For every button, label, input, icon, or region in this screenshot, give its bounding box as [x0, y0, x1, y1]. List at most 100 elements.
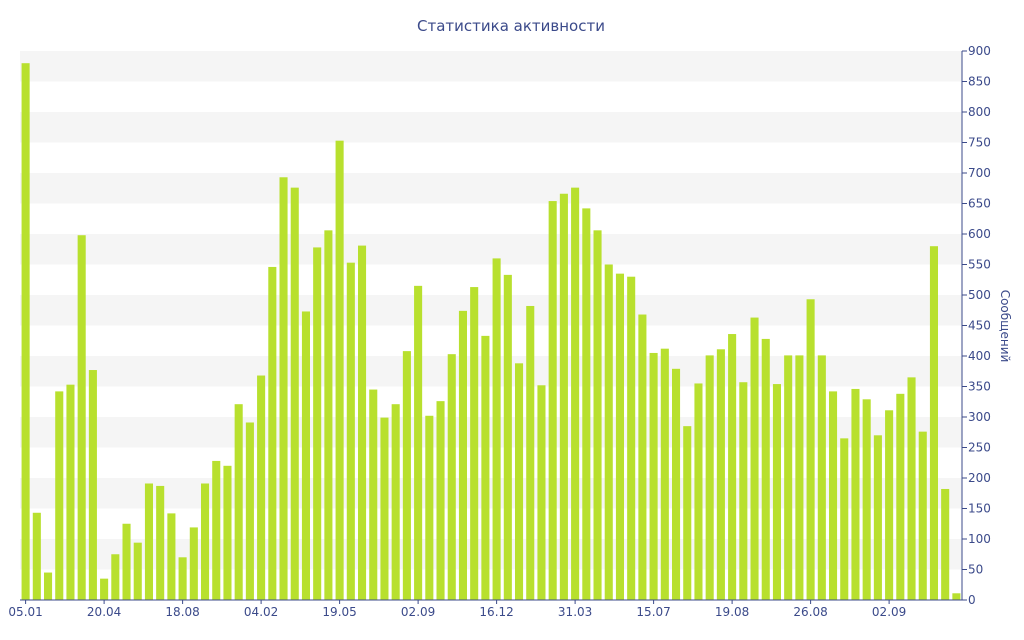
bar[interactable] — [290, 187, 299, 600]
bar[interactable] — [414, 285, 423, 600]
bar[interactable] — [896, 393, 905, 600]
bar[interactable] — [918, 431, 927, 600]
grid-band — [20, 417, 962, 448]
y-tick-label: 450 — [968, 319, 991, 333]
bar[interactable] — [952, 593, 961, 600]
bar[interactable] — [425, 415, 434, 600]
bar[interactable] — [559, 193, 568, 601]
bar[interactable] — [694, 383, 703, 600]
bar[interactable] — [55, 391, 64, 600]
grid-band — [20, 173, 962, 204]
bar[interactable] — [200, 483, 210, 600]
bar[interactable] — [21, 63, 30, 600]
bar[interactable] — [593, 230, 602, 600]
bar[interactable] — [346, 262, 355, 600]
bar[interactable] — [795, 355, 804, 600]
bar[interactable] — [234, 404, 243, 600]
y-tick-label: 850 — [968, 75, 991, 89]
bar[interactable] — [705, 355, 714, 600]
bar[interactable] — [537, 385, 546, 600]
grid-band — [20, 295, 962, 326]
bar[interactable] — [279, 177, 288, 600]
bar[interactable] — [817, 355, 826, 600]
bar[interactable] — [873, 435, 882, 600]
bar[interactable] — [380, 417, 389, 600]
bar[interactable] — [716, 349, 725, 600]
bar[interactable] — [357, 245, 367, 600]
bar[interactable] — [402, 351, 411, 600]
bar[interactable] — [526, 305, 535, 600]
chart-title: Статистика активности — [417, 17, 605, 35]
bar[interactable] — [43, 572, 53, 600]
bar[interactable] — [862, 399, 871, 600]
bar[interactable] — [77, 235, 86, 600]
bar[interactable] — [391, 404, 400, 600]
bar[interactable] — [772, 384, 782, 600]
bar[interactable] — [571, 187, 580, 600]
bar[interactable] — [649, 352, 658, 600]
bar[interactable] — [907, 377, 916, 600]
bar[interactable] — [806, 299, 815, 600]
bar[interactable] — [100, 578, 109, 600]
y-tick-label: 200 — [968, 471, 991, 485]
x-tick-label: 26.08 — [793, 605, 827, 619]
bar[interactable] — [268, 266, 277, 600]
y-tick-label: 250 — [968, 441, 991, 455]
y-tick-label: 50 — [968, 563, 983, 577]
y-tick-label: 900 — [968, 44, 991, 58]
bar[interactable] — [133, 542, 142, 600]
bar[interactable] — [941, 488, 950, 600]
bar[interactable] — [750, 317, 759, 600]
bar[interactable] — [761, 338, 770, 600]
bar[interactable] — [492, 258, 501, 600]
bar[interactable] — [503, 274, 512, 600]
bar[interactable] — [548, 201, 557, 600]
bar[interactable] — [111, 554, 120, 600]
bar[interactable] — [144, 483, 154, 600]
bar[interactable] — [615, 273, 625, 600]
grid-band — [20, 356, 962, 387]
bar[interactable] — [470, 287, 479, 600]
bar[interactable] — [301, 311, 311, 600]
bar[interactable] — [369, 389, 378, 600]
bar[interactable] — [436, 401, 445, 600]
bar[interactable] — [458, 310, 468, 600]
bar[interactable] — [313, 247, 322, 601]
bar[interactable] — [156, 485, 165, 600]
bar[interactable] — [514, 363, 524, 600]
bar[interactable] — [223, 465, 232, 600]
x-axis: 05.01 20.04 18.08 04.02 19.05 02.09 16.12 31.03… — [8, 599, 962, 619]
bar[interactable] — [66, 384, 75, 600]
bar[interactable] — [728, 334, 737, 600]
bar[interactable] — [178, 557, 187, 600]
bar[interactable] — [481, 335, 490, 600]
bar[interactable] — [257, 375, 266, 600]
bar[interactable] — [447, 354, 456, 600]
bar[interactable] — [324, 230, 333, 600]
x-tick-label: 19.05 — [322, 605, 356, 619]
bar[interactable] — [122, 523, 131, 600]
bar[interactable] — [167, 513, 176, 600]
bar[interactable] — [638, 314, 647, 600]
bar[interactable] — [604, 264, 613, 601]
bar[interactable] — [739, 382, 748, 600]
bar[interactable] — [582, 208, 591, 600]
bar[interactable] — [627, 276, 636, 600]
bar[interactable] — [660, 348, 669, 600]
bar[interactable] — [671, 368, 681, 600]
bar[interactable] — [851, 388, 860, 600]
bar[interactable] — [784, 355, 793, 600]
bar[interactable] — [212, 460, 221, 600]
bar[interactable] — [885, 410, 894, 600]
bar[interactable] — [189, 527, 198, 600]
bar[interactable] — [840, 438, 849, 600]
bar[interactable] — [32, 512, 41, 600]
y-tick-label: 650 — [968, 197, 991, 211]
bar[interactable] — [88, 370, 97, 600]
bar[interactable] — [828, 391, 838, 600]
bar[interactable] — [245, 422, 254, 600]
bar[interactable] — [335, 140, 344, 601]
y-tick-label: 0 — [968, 593, 976, 607]
bar[interactable] — [929, 246, 939, 600]
bar[interactable] — [683, 426, 692, 600]
